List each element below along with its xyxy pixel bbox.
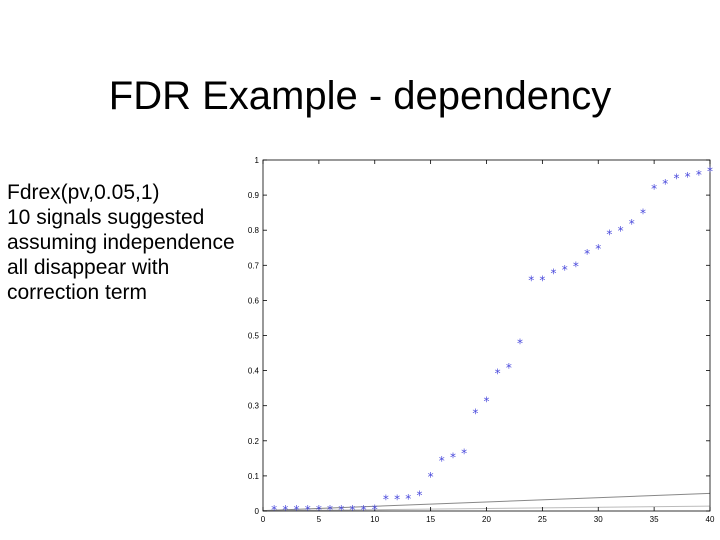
data-point: * — [618, 224, 624, 238]
data-point: * — [327, 503, 333, 517]
text-line-1: Fdrex(pv,0.05,1) — [7, 181, 160, 204]
text-line-3: assuming independence — [7, 231, 235, 254]
x-tick-label: 0 — [261, 515, 266, 524]
data-point: * — [640, 207, 646, 221]
x-tick-label: 20 — [482, 515, 491, 524]
x-tick-label: 5 — [317, 515, 322, 524]
y-tick-label: 0.8 — [248, 226, 260, 235]
x-tick-label: 25 — [538, 515, 547, 524]
y-tick-label: 0.2 — [248, 437, 260, 446]
data-point: * — [562, 263, 568, 277]
y-tick-label: 0 — [255, 507, 260, 516]
text-line-5: correction term — [7, 281, 148, 304]
data-point: * — [651, 182, 657, 196]
y-tick-label: 0.1 — [248, 472, 260, 481]
data-point: * — [662, 177, 668, 191]
data-point: * — [573, 259, 579, 273]
data-point: * — [506, 361, 512, 375]
data-point: * — [316, 503, 322, 517]
y-tick-label: 0.4 — [248, 367, 260, 376]
data-point: * — [428, 470, 434, 484]
y-tick-label: 0.7 — [248, 261, 260, 270]
data-point: * — [551, 266, 557, 280]
data-point: * — [484, 394, 490, 408]
data-point: * — [696, 168, 702, 182]
data-point: * — [606, 228, 612, 242]
data-point: * — [495, 366, 501, 380]
text-line-4: all disappear with — [7, 256, 170, 279]
slide-title: FDR Example - dependency — [108, 74, 612, 118]
data-point: * — [361, 503, 367, 517]
y-tick-label: 0.9 — [248, 191, 260, 200]
threshold-line — [262, 492, 711, 512]
data-point: * — [673, 172, 679, 186]
y-tick-label: 0.6 — [248, 296, 260, 305]
slide-text: Fdrex(pv,0.05,1) 10 signals suggested as… — [7, 180, 267, 305]
data-point: * — [282, 503, 288, 517]
data-point: * — [472, 407, 478, 421]
data-point: * — [383, 493, 389, 507]
data-point: * — [450, 451, 456, 465]
data-point: * — [595, 242, 601, 256]
data-point: * — [405, 492, 411, 506]
data-point: * — [707, 165, 713, 179]
y-tick-label: 0.3 — [248, 402, 260, 411]
x-tick-label: 40 — [706, 515, 715, 524]
data-point: * — [685, 170, 691, 184]
data-point: * — [629, 217, 635, 231]
data-point: * — [416, 489, 422, 503]
data-point: * — [539, 273, 545, 287]
data-point: * — [394, 493, 400, 507]
data-point: * — [305, 503, 311, 517]
data-point: * — [338, 503, 344, 517]
x-tick-label: 15 — [426, 515, 435, 524]
data-point: * — [584, 247, 590, 261]
data-point: * — [461, 446, 467, 460]
x-tick-label: 30 — [594, 515, 603, 524]
data-point: * — [294, 503, 300, 517]
data-point: * — [528, 273, 534, 287]
data-point: * — [271, 503, 277, 517]
data-point: * — [372, 503, 378, 517]
text-line-2: 10 signals suggested — [7, 206, 205, 229]
x-tick-label: 35 — [650, 515, 659, 524]
x-tick-label: 10 — [370, 515, 379, 524]
y-tick-label: 1 — [255, 156, 260, 165]
y-tick-label: 0.5 — [248, 332, 260, 341]
data-point: * — [439, 454, 445, 468]
data-point: * — [349, 503, 355, 517]
data-point: * — [517, 337, 523, 351]
